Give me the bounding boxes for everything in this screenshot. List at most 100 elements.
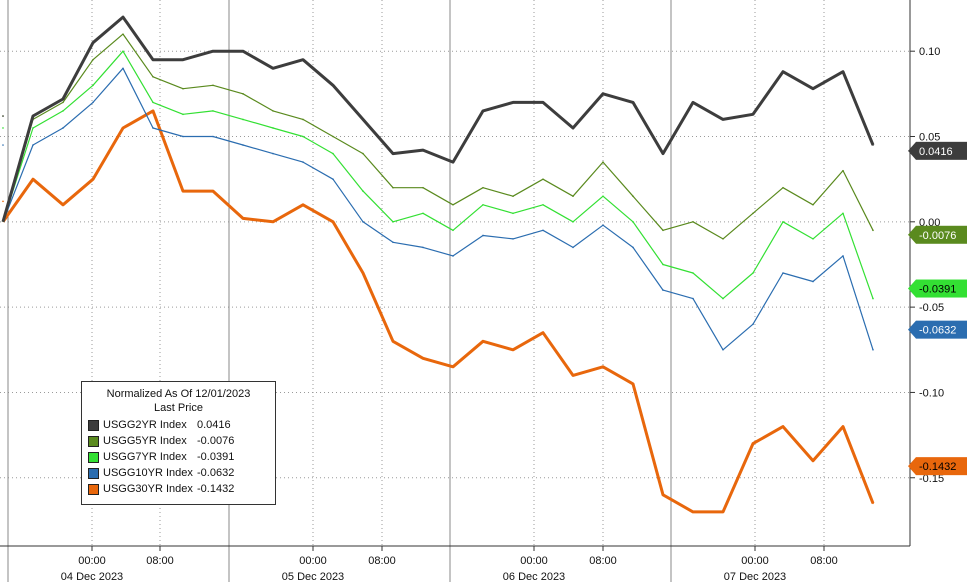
series-point [392, 221, 394, 223]
series-point [452, 161, 454, 163]
series-point [782, 272, 784, 274]
legend-swatch [88, 435, 99, 447]
series-point [362, 221, 364, 223]
series-point [332, 84, 334, 87]
x-tick-label: 08:00 [810, 555, 838, 567]
legend-series-name: USGG5YR Index [103, 435, 187, 447]
series-point [452, 203, 454, 206]
x-tick-label: 00:00 [520, 555, 548, 567]
series-point [632, 195, 634, 198]
series-lines [1, 15, 875, 514]
series-point [752, 272, 754, 274]
x-tick-label: 00:00 [78, 555, 106, 567]
series-point [392, 340, 394, 343]
series-point [212, 110, 214, 112]
series-point [302, 58, 304, 61]
series-point [182, 113, 184, 116]
series-point [482, 186, 484, 189]
series-point [662, 152, 664, 155]
last-value-pointer [908, 225, 916, 244]
series-point [152, 127, 154, 129]
legend-swatch [88, 419, 99, 431]
series-point [122, 127, 124, 129]
series-point [92, 58, 94, 61]
series-point [632, 383, 634, 385]
series-point [122, 67, 124, 70]
legend-series-value: -0.1432 [197, 483, 235, 495]
series-point [92, 101, 94, 104]
legend-subtitle: Last Price [154, 402, 203, 414]
y-tick-label: -0.15 [919, 473, 944, 485]
series-point [812, 280, 814, 283]
series-point [572, 127, 574, 129]
series-point [302, 161, 304, 163]
series-line [2, 67, 874, 351]
x-day-label: 04 Dec 2023 [61, 571, 123, 582]
last-value-badge [916, 225, 967, 244]
series-point [812, 238, 814, 240]
y-tick-label: -0.10 [919, 387, 944, 399]
series-point [602, 93, 604, 95]
series-point [2, 127, 4, 129]
series-point [572, 246, 574, 249]
legend-series-value: -0.0076 [197, 435, 235, 447]
series-point [482, 234, 484, 237]
x-tick-label: 08:00 [368, 555, 396, 567]
series-point [422, 186, 424, 189]
series-point [692, 101, 694, 104]
axes [0, 0, 915, 551]
series-point [782, 221, 784, 223]
series-point [62, 203, 64, 206]
series-point [182, 190, 184, 192]
last-value-badge [916, 279, 967, 298]
series-point [242, 93, 244, 95]
series-line [1, 15, 875, 223]
x-tick-label: 00:00 [299, 555, 327, 567]
series-point [542, 331, 544, 334]
legend-series-value: 0.0416 [197, 419, 231, 431]
series-point [752, 113, 754, 116]
last-value-badge [916, 141, 967, 160]
series-point [272, 221, 274, 223]
series-point [152, 110, 154, 112]
y-tick-label: 0.05 [919, 132, 940, 144]
series-point [542, 229, 544, 232]
series-point [92, 84, 94, 87]
legend-row: USGG10YR Index -0.0632 [82, 465, 275, 481]
series-point [782, 425, 784, 428]
series-point [692, 511, 694, 513]
series-point [842, 212, 844, 215]
series-point [32, 115, 34, 117]
series-point [542, 178, 544, 180]
series-point [842, 425, 844, 428]
series-point [752, 323, 754, 325]
series-point [242, 217, 244, 220]
series-point [122, 16, 124, 18]
series-point [332, 152, 334, 155]
series-point [722, 297, 724, 300]
series-point [212, 50, 214, 52]
series-point [242, 118, 244, 121]
series-point [782, 70, 784, 73]
legend-row: USGG2YR Index 0.0416 [82, 417, 275, 433]
series-point [392, 152, 394, 155]
series-point [452, 255, 454, 257]
series-point [632, 221, 634, 223]
series-point [332, 178, 334, 180]
legend-series-name: USGG7YR Index [103, 451, 187, 463]
series-point [92, 178, 94, 180]
series-point [692, 272, 694, 274]
series-point [332, 221, 334, 223]
series-point [482, 110, 484, 112]
last-value-labels: 0.0416 -0.0076 -0.0391 -0.0632 -0.1432 [908, 141, 967, 476]
series-point [362, 190, 364, 192]
series-point [182, 58, 184, 61]
last-value-pointer [908, 279, 916, 298]
series-point [512, 212, 514, 215]
series-point [692, 221, 694, 223]
series-line [1, 109, 875, 514]
series-point [182, 87, 184, 90]
series-point [572, 195, 574, 198]
series-point [572, 221, 574, 223]
series-point [662, 494, 664, 496]
